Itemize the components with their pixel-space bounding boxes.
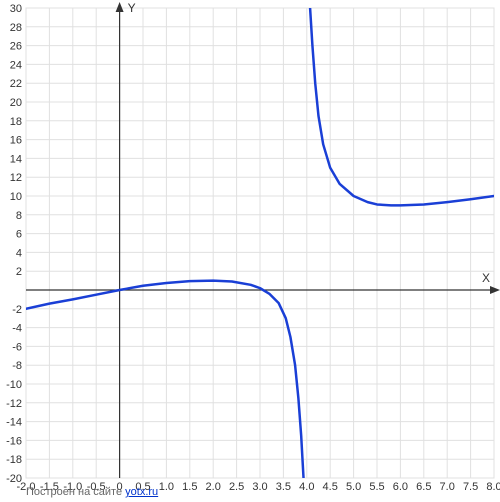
x-tick-label: 1.5 bbox=[182, 481, 197, 490]
x-tick-label: 1.0 bbox=[159, 481, 174, 490]
y-tick-label: 26 bbox=[10, 41, 22, 53]
y-tick-label: -20 bbox=[6, 473, 22, 485]
y-tick-label: 24 bbox=[10, 59, 22, 71]
y-tick-label: -2 bbox=[12, 304, 22, 316]
y-tick-label: -18 bbox=[6, 454, 22, 466]
footer-link[interactable]: yotx.ru bbox=[125, 486, 158, 498]
y-tick-label: 30 bbox=[10, 3, 22, 15]
x-tick-label: 3.5 bbox=[276, 481, 291, 490]
y-tick-label: -14 bbox=[6, 417, 22, 429]
chart-container: YX-2.0-1.5-1.0-0.500.51.01.52.02.53.03.5… bbox=[0, 0, 500, 502]
x-tick-label: 4.0 bbox=[299, 481, 314, 490]
y-tick-label: -4 bbox=[12, 323, 22, 335]
y-tick-label: 18 bbox=[10, 116, 22, 128]
x-tick-label: 3.0 bbox=[252, 481, 267, 490]
y-tick-label: 22 bbox=[10, 78, 22, 90]
x-axis-label: X bbox=[482, 271, 490, 285]
x-tick-label: 5.5 bbox=[369, 481, 384, 490]
y-tick-label: 10 bbox=[10, 191, 22, 203]
y-tick-label: 6 bbox=[16, 229, 22, 241]
y-axis-label: Y bbox=[128, 1, 136, 15]
chart-svg: YX-2.0-1.5-1.0-0.500.51.01.52.02.53.03.5… bbox=[0, 0, 500, 490]
y-tick-label: 2 bbox=[16, 266, 22, 278]
x-tick-label: 6.0 bbox=[393, 481, 408, 490]
x-tick-label: 6.5 bbox=[416, 481, 431, 490]
y-tick-label: 4 bbox=[16, 247, 22, 259]
x-tick-label: 2.5 bbox=[229, 481, 244, 490]
x-tick-label: 4.5 bbox=[323, 481, 338, 490]
x-tick-label: 7.0 bbox=[440, 481, 455, 490]
y-tick-label: 28 bbox=[10, 22, 22, 34]
x-tick-label: 7.5 bbox=[463, 481, 478, 490]
y-tick-label: 16 bbox=[10, 135, 22, 147]
y-tick-label: -12 bbox=[6, 398, 22, 410]
y-tick-label: -8 bbox=[12, 360, 22, 372]
x-tick-label: 5.0 bbox=[346, 481, 361, 490]
y-tick-label: -6 bbox=[12, 341, 22, 353]
x-tick-label: 8.0 bbox=[486, 481, 500, 490]
y-tick-label: 20 bbox=[10, 97, 22, 109]
plot-area: YX-2.0-1.5-1.0-0.500.51.01.52.02.53.03.5… bbox=[0, 0, 500, 493]
footer-credit: Построен на сайте yotx.ru bbox=[26, 486, 158, 498]
y-tick-label: -16 bbox=[6, 435, 22, 447]
y-tick-label: -10 bbox=[6, 379, 22, 391]
x-tick-label: 2.0 bbox=[206, 481, 221, 490]
footer-text: Построен на сайте bbox=[26, 486, 125, 498]
y-tick-label: 12 bbox=[10, 172, 22, 184]
y-tick-label: 14 bbox=[10, 153, 22, 165]
y-tick-label: 8 bbox=[16, 210, 22, 222]
